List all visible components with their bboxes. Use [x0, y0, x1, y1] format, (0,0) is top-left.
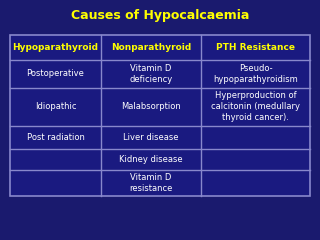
Text: Malabsorption: Malabsorption [121, 102, 181, 111]
Text: Kidney disease: Kidney disease [119, 155, 183, 164]
Text: Postoperative: Postoperative [27, 69, 84, 78]
Bar [10, 35, 310, 196]
Text: Pseudo-
hypoparathyroidism: Pseudo- hypoparathyroidism [213, 64, 298, 84]
Text: Causes of Hypocalcaemia: Causes of Hypocalcaemia [71, 9, 249, 22]
Text: Hypoparathyroid: Hypoparathyroid [12, 43, 99, 52]
Text: Hyperproduction of
calcitonin (medullary
thyroid cancer).: Hyperproduction of calcitonin (medullary… [211, 91, 300, 122]
Text: Liver disease: Liver disease [123, 133, 179, 142]
Text: PTH Resistance: PTH Resistance [216, 43, 295, 52]
Text: Vitamin D
resistance: Vitamin D resistance [129, 173, 173, 193]
Text: Post radiation: Post radiation [27, 133, 84, 142]
Text: Idiopathic: Idiopathic [35, 102, 76, 111]
Text: Vitamin D
deficiency: Vitamin D deficiency [129, 64, 172, 84]
Text: Nonparathyroid: Nonparathyroid [111, 43, 191, 52]
Bar [10, 35, 310, 196]
